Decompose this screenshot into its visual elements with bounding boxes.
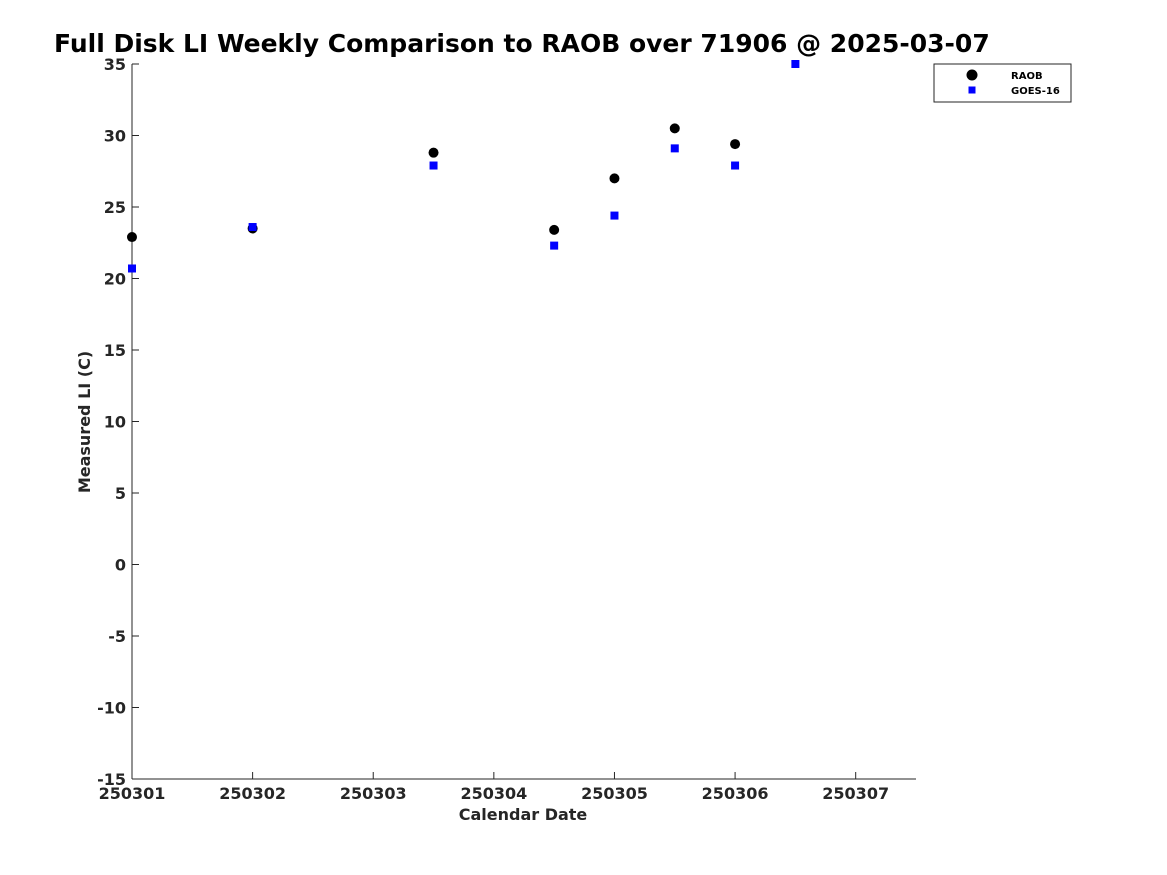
y-tick-label: -15 — [97, 770, 126, 789]
data-point — [127, 232, 137, 243]
x-tick-label: 250302 — [219, 784, 286, 803]
y-tick-label: -5 — [108, 627, 126, 646]
axes — [131, 64, 916, 780]
x-tick-label: 250304 — [460, 784, 527, 803]
x-tick-label: 250306 — [702, 784, 769, 803]
y-tick-label: 30 — [104, 127, 126, 146]
legend-raob-label: RAOB — [1011, 71, 1043, 82]
data-point — [670, 144, 679, 153]
data-point — [429, 161, 438, 170]
data-series — [127, 60, 800, 273]
legend-box — [933, 63, 1072, 103]
x-tick-label: 250303 — [340, 784, 407, 803]
series-raob — [127, 123, 741, 243]
data-point — [550, 241, 559, 250]
x-ticks: 250301 250302 250303 250304 250305 250306 2503… — [99, 772, 889, 803]
x-axis-label: Calendar Date — [459, 805, 588, 824]
y-tick-label: 20 — [104, 270, 126, 289]
chart-title: Full Disk LI Weekly Comparison to RAOB o… — [54, 29, 990, 58]
y-tick-label: 35 — [104, 55, 126, 74]
data-point — [428, 147, 439, 158]
data-point — [730, 139, 741, 150]
y-tick-label: 0 — [115, 556, 126, 575]
y-tick-label: -10 — [97, 699, 126, 718]
legend: RAOB GOES-16 — [933, 63, 1072, 103]
y-tick-label: 10 — [104, 413, 126, 432]
data-point — [669, 123, 680, 134]
x-tick-label: 250307 — [822, 784, 889, 803]
data-point — [128, 264, 136, 273]
legend-goes-marker — [968, 86, 976, 94]
data-point — [549, 224, 560, 235]
data-point — [731, 161, 740, 170]
data-point — [609, 173, 620, 184]
y-axis-label: Measured LI (C) — [75, 351, 94, 493]
legend-goes-label: GOES-16 — [1011, 86, 1060, 97]
legend-raob-marker — [966, 69, 978, 81]
y-tick-label: 25 — [104, 198, 126, 217]
y-tick-label: 5 — [115, 484, 126, 503]
y-tick-label: 15 — [104, 341, 126, 360]
data-point — [791, 60, 800, 68]
x-tick-label: 250301 — [99, 784, 166, 803]
series-goes-16 — [128, 60, 800, 273]
data-point — [610, 211, 619, 220]
y-ticks: 35 30 25 20 15 10 5 0 -5 -10 -15 — [97, 55, 139, 789]
x-tick-label: 250305 — [581, 784, 648, 803]
data-point — [248, 223, 257, 232]
